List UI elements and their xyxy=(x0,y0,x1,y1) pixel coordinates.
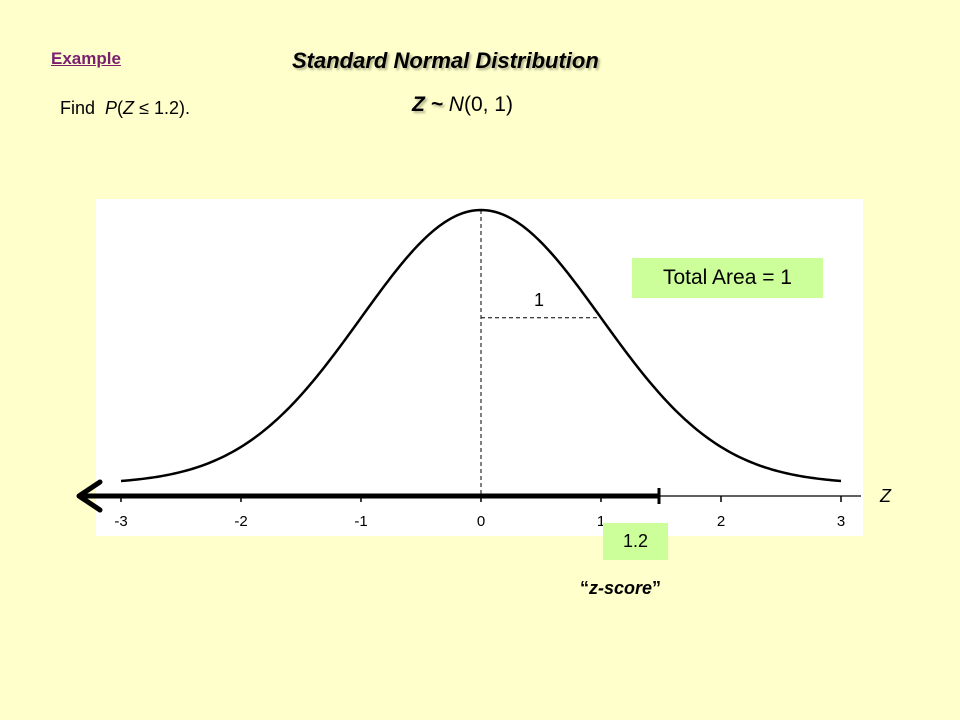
close-paren: ). xyxy=(179,98,190,118)
tilde-symbol: ~ xyxy=(430,93,443,116)
distribution-params: (0, 1) xyxy=(463,93,513,116)
z-score-caption: “z-score” xyxy=(580,578,661,599)
distribution-symbol: N xyxy=(448,93,464,116)
z-score-text: z-score xyxy=(589,578,653,598)
open-paren: ( xyxy=(117,98,124,118)
x-tick-label: -1 xyxy=(354,513,367,530)
total-area-label: Total Area = 1 xyxy=(632,258,823,298)
problem-value: 1.2 xyxy=(153,98,179,118)
x-tick-label: 1 xyxy=(597,513,605,530)
distribution-variable: Z xyxy=(412,93,425,116)
distribution-statement: Z ~ N(0, 1) xyxy=(412,93,513,117)
x-tick-label: -3 xyxy=(114,513,127,530)
x-tick-label: 3 xyxy=(837,513,845,530)
region-arrow-head xyxy=(76,479,103,513)
x-tick-label: -2 xyxy=(234,513,247,530)
problem-statement: Find P(Z ≤ 1.2). xyxy=(60,98,190,119)
prob-func: P xyxy=(105,98,118,118)
find-label: Find xyxy=(60,98,96,118)
problem-variable: Z xyxy=(123,98,135,118)
x-tick-label: 0 xyxy=(477,513,485,530)
sd-marker-label: 1 xyxy=(534,290,544,310)
z-value-label: 1.2 xyxy=(603,523,668,560)
x-tick-label: 2 xyxy=(717,513,725,530)
z-score-quote-open: “ xyxy=(580,578,589,598)
z-score-quote-close: ” xyxy=(652,578,662,598)
relation-symbol: ≤ xyxy=(139,98,149,118)
plot-panel xyxy=(96,199,863,536)
slide-title: Standard Normal Distribution xyxy=(292,48,599,73)
example-link[interactable]: Example xyxy=(51,49,121,68)
z-axis-label: Z xyxy=(880,486,891,506)
